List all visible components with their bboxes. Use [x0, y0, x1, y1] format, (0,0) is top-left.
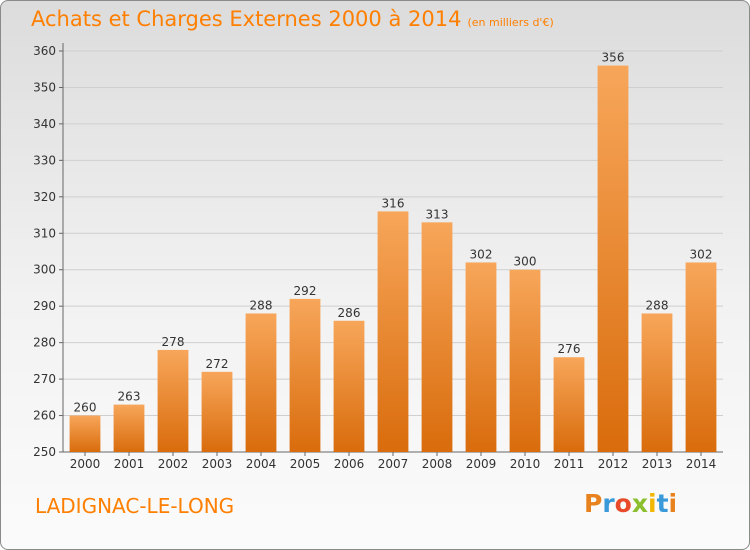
x-tick-label: 2001	[114, 457, 145, 471]
bar	[289, 298, 321, 452]
y-tick-label: 330	[33, 153, 56, 167]
y-tick-label: 250	[33, 445, 56, 459]
bar-value-label: 286	[338, 306, 361, 320]
x-tick-label: 2011	[554, 457, 585, 471]
bar	[377, 211, 409, 452]
bar	[509, 269, 541, 452]
bar-value-label: 288	[250, 298, 273, 312]
bar-value-label: 313	[426, 207, 449, 221]
bar-value-label: 316	[382, 196, 405, 210]
logo-letter: P	[584, 489, 603, 518]
y-tick-label: 340	[33, 117, 56, 131]
bar-value-label: 260	[74, 401, 97, 415]
x-tick-label: 2002	[158, 457, 189, 471]
bar-value-label: 302	[690, 247, 713, 261]
x-tick-label: 2000	[70, 457, 101, 471]
x-tick-label: 2007	[378, 457, 409, 471]
chart-title-block: Achats et Charges Externes 2000 à 2014 (e…	[31, 7, 554, 31]
x-tick-label: 2008	[422, 457, 453, 471]
bar-value-label: 278	[162, 335, 185, 349]
x-tick-label: 2004	[246, 457, 277, 471]
bar	[157, 349, 189, 452]
x-tick-label: 2009	[466, 457, 497, 471]
bar	[685, 262, 717, 452]
bar	[69, 415, 101, 452]
x-tick-label: 2003	[202, 457, 233, 471]
y-tick-label: 280	[33, 336, 56, 350]
logo-letter: o	[614, 489, 632, 518]
bar-value-label: 272	[206, 357, 229, 371]
x-tick-label: 2005	[290, 457, 321, 471]
y-tick-label: 270	[33, 372, 56, 386]
y-tick-label: 350	[33, 80, 56, 94]
chart-title: Achats et Charges Externes 2000 à 2014	[31, 7, 462, 31]
x-tick-label: 2010	[510, 457, 541, 471]
bar-value-label: 276	[558, 342, 581, 356]
logo-letter: r	[602, 489, 615, 518]
bar-value-label: 263	[118, 390, 141, 404]
bar	[553, 357, 585, 452]
bar	[333, 320, 365, 452]
bar	[465, 262, 497, 452]
logo-letter: t	[656, 489, 669, 518]
bar	[113, 404, 145, 452]
y-tick-label: 300	[33, 263, 56, 277]
bar-value-label: 300	[514, 255, 537, 269]
bar-value-label: 302	[470, 247, 493, 261]
bar-value-label: 292	[294, 284, 317, 298]
bar	[201, 371, 233, 452]
x-tick-label: 2013	[642, 457, 673, 471]
y-tick-label: 360	[33, 44, 56, 58]
x-tick-label: 2014	[686, 457, 717, 471]
bar	[245, 313, 277, 452]
bar	[641, 313, 673, 452]
logo-letter: i	[648, 489, 657, 518]
logo-letter: x	[631, 489, 648, 518]
y-tick-label: 310	[33, 226, 56, 240]
bar-value-label: 288	[646, 298, 669, 312]
bar-value-label: 356	[602, 51, 625, 65]
bar	[421, 222, 453, 452]
bar	[597, 65, 629, 452]
y-tick-label: 320	[33, 190, 56, 204]
x-tick-label: 2012	[598, 457, 629, 471]
y-tick-label: 290	[33, 299, 56, 313]
proxiti-logo: Proxiti	[584, 489, 677, 518]
y-tick-label: 260	[33, 409, 56, 423]
x-tick-label: 2006	[334, 457, 365, 471]
town-name: LADIGNAC-LE-LONG	[35, 494, 235, 518]
chart-subtitle: (en milliers d'€)	[467, 16, 554, 29]
logo-letter: i	[668, 489, 678, 518]
